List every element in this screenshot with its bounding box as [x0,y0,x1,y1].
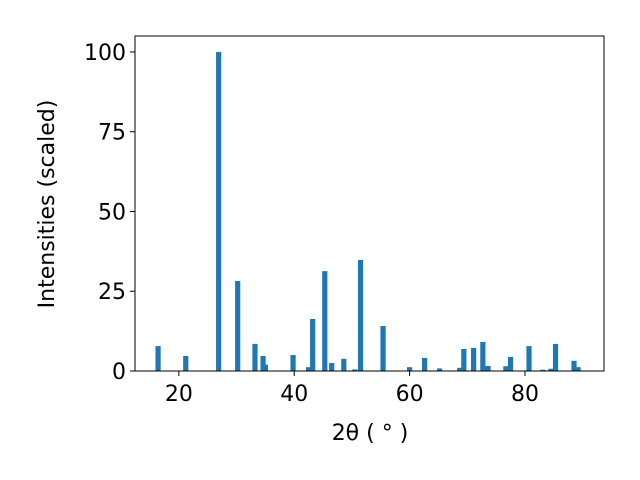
bar [306,367,312,371]
bar [406,367,413,371]
y-tick-label: 100 [84,41,126,66]
bar [252,343,258,371]
y-axis-label: Intensities (scaled) [35,100,60,309]
bar [216,51,222,371]
bar [310,318,316,371]
x-tick-label: 80 [511,382,539,407]
bar [471,348,477,371]
bar [503,366,509,371]
x-tick-label: 20 [165,382,193,407]
bar [485,365,491,371]
y-tick-label: 25 [98,280,126,305]
bar [183,356,189,371]
y-tick-label: 0 [112,360,126,385]
x-tick-label: 60 [396,382,424,407]
bar [552,343,559,371]
bar [322,271,328,371]
bar [235,281,241,371]
bar [480,341,486,371]
plot-frame [134,35,605,372]
bar [262,364,268,371]
bar [329,363,335,371]
bar [341,358,347,371]
bar [260,356,266,371]
bar [571,360,577,371]
bar [421,357,428,371]
bar [457,367,463,371]
bar [352,369,358,371]
bar [540,369,546,371]
y-tick-label: 50 [98,200,126,225]
bar [575,367,581,371]
x-axis-label: 2θ ( ° ) [332,421,409,446]
bar [155,346,161,371]
bar [461,348,467,371]
bar [507,356,514,371]
bar [436,368,443,371]
bar [357,259,364,371]
bar [548,368,554,371]
y-tick-label: 75 [98,121,126,146]
bar [380,326,386,371]
x-tick-label: 40 [280,382,308,407]
bar [290,355,296,371]
bar [526,346,532,371]
